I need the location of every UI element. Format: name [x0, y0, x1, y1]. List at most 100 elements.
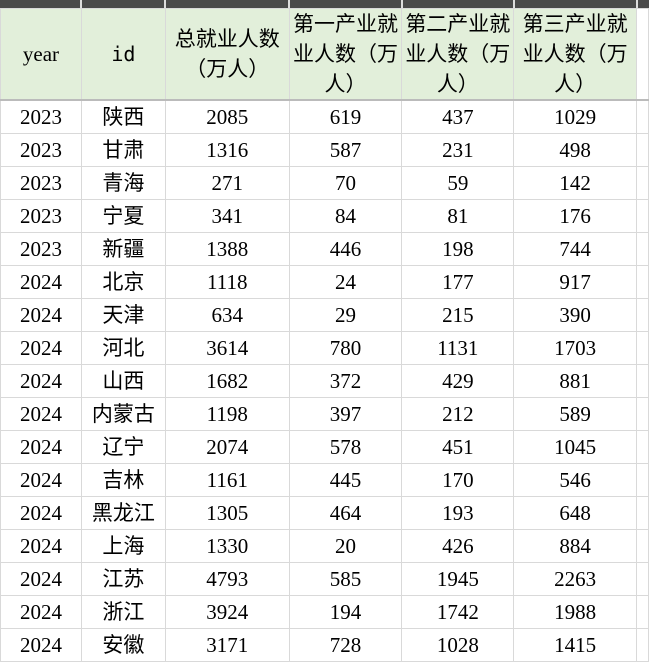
table-cell[interactable]: 372	[288, 364, 403, 398]
table-cell[interactable]: 2024	[0, 562, 82, 596]
table-cell[interactable]: 341	[164, 199, 290, 233]
table-cell[interactable]: 1703	[513, 331, 637, 365]
table-cell[interactable]: 578	[288, 430, 403, 464]
table-cell[interactable]: 24	[288, 265, 403, 299]
table-cell[interactable]: 231	[401, 133, 515, 167]
table-cell[interactable]: 1742	[401, 595, 515, 629]
header-cell[interactable]: id	[80, 8, 166, 101]
table-cell[interactable]: 142	[513, 166, 637, 200]
table-cell[interactable]: 2024	[0, 397, 82, 431]
table-cell[interactable]: 397	[288, 397, 403, 431]
empty-cell[interactable]	[635, 199, 649, 233]
table-cell[interactable]: 新疆	[80, 232, 166, 266]
table-cell[interactable]: 2024	[0, 595, 82, 629]
table-cell[interactable]: 1198	[164, 397, 290, 431]
table-cell[interactable]: 1131	[401, 331, 515, 365]
empty-cell[interactable]	[635, 430, 649, 464]
column-header-d[interactable]	[290, 0, 403, 8]
header-cell[interactable]: 第一产业就业人数（万人）	[288, 8, 403, 101]
table-cell[interactable]: 446	[288, 232, 403, 266]
table-cell[interactable]: 271	[164, 166, 290, 200]
table-cell[interactable]: 1415	[513, 628, 637, 662]
table-cell[interactable]: 70	[288, 166, 403, 200]
empty-cell[interactable]	[635, 595, 649, 629]
table-cell[interactable]: 浙江	[80, 595, 166, 629]
table-cell[interactable]: 917	[513, 265, 637, 299]
table-cell[interactable]: 198	[401, 232, 515, 266]
empty-cell[interactable]	[635, 364, 649, 398]
table-cell[interactable]: 2024	[0, 529, 82, 563]
table-cell[interactable]: 884	[513, 529, 637, 563]
table-cell[interactable]: 安徽	[80, 628, 166, 662]
table-cell[interactable]: 744	[513, 232, 637, 266]
table-cell[interactable]: 1029	[513, 99, 637, 134]
empty-cell[interactable]	[635, 8, 649, 101]
table-cell[interactable]: 81	[401, 199, 515, 233]
table-cell[interactable]: 2023	[0, 166, 82, 200]
table-cell[interactable]: 2024	[0, 364, 82, 398]
table-cell[interactable]: 3171	[164, 628, 290, 662]
table-cell[interactable]: 59	[401, 166, 515, 200]
table-cell[interactable]: 2074	[164, 430, 290, 464]
table-cell[interactable]: 390	[513, 298, 637, 332]
table-cell[interactable]: 587	[288, 133, 403, 167]
empty-cell[interactable]	[635, 166, 649, 200]
table-cell[interactable]: 177	[401, 265, 515, 299]
header-cell[interactable]: 第三产业就业人数（万人）	[513, 8, 637, 101]
table-cell[interactable]: 天津	[80, 298, 166, 332]
table-cell[interactable]: 1682	[164, 364, 290, 398]
table-cell[interactable]: 176	[513, 199, 637, 233]
table-cell[interactable]: 1988	[513, 595, 637, 629]
table-cell[interactable]: 2023	[0, 199, 82, 233]
table-cell[interactable]: 212	[401, 397, 515, 431]
empty-cell[interactable]	[635, 99, 649, 134]
table-cell[interactable]: 3614	[164, 331, 290, 365]
table-cell[interactable]: 2023	[0, 99, 82, 134]
header-cell[interactable]: 总就业人数（万人）	[164, 8, 290, 101]
table-cell[interactable]: 881	[513, 364, 637, 398]
table-cell[interactable]: 464	[288, 496, 403, 530]
table-cell[interactable]: 1161	[164, 463, 290, 497]
table-cell[interactable]: 1028	[401, 628, 515, 662]
empty-cell[interactable]	[635, 463, 649, 497]
table-cell[interactable]: 648	[513, 496, 637, 530]
table-cell[interactable]: 1330	[164, 529, 290, 563]
table-cell[interactable]: 1045	[513, 430, 637, 464]
table-cell[interactable]: 1305	[164, 496, 290, 530]
table-cell[interactable]: 780	[288, 331, 403, 365]
table-cell[interactable]: 2024	[0, 265, 82, 299]
table-cell[interactable]: 3924	[164, 595, 290, 629]
table-cell[interactable]: 193	[401, 496, 515, 530]
table-cell[interactable]: 上海	[80, 529, 166, 563]
table-cell[interactable]: 2024	[0, 430, 82, 464]
table-cell[interactable]: 北京	[80, 265, 166, 299]
table-cell[interactable]: 陕西	[80, 99, 166, 134]
table-cell[interactable]: 2024	[0, 496, 82, 530]
table-cell[interactable]: 215	[401, 298, 515, 332]
table-cell[interactable]: 1388	[164, 232, 290, 266]
table-cell[interactable]: 青海	[80, 166, 166, 200]
empty-cell[interactable]	[635, 562, 649, 596]
table-cell[interactable]: 1118	[164, 265, 290, 299]
header-cell[interactable]: 第二产业就业人数（万人）	[401, 8, 515, 101]
empty-cell[interactable]	[635, 232, 649, 266]
table-cell[interactable]: 585	[288, 562, 403, 596]
table-cell[interactable]: 426	[401, 529, 515, 563]
empty-cell[interactable]	[635, 496, 649, 530]
table-cell[interactable]: 甘肃	[80, 133, 166, 167]
table-cell[interactable]: 634	[164, 298, 290, 332]
table-cell[interactable]: 2024	[0, 331, 82, 365]
table-cell[interactable]: 20	[288, 529, 403, 563]
table-cell[interactable]: 2085	[164, 99, 290, 134]
empty-cell[interactable]	[635, 331, 649, 365]
table-cell[interactable]: 29	[288, 298, 403, 332]
table-cell[interactable]: 2023	[0, 232, 82, 266]
table-cell[interactable]: 2263	[513, 562, 637, 596]
table-cell[interactable]: 429	[401, 364, 515, 398]
table-cell[interactable]: 498	[513, 133, 637, 167]
empty-cell[interactable]	[635, 133, 649, 167]
table-cell[interactable]: 1945	[401, 562, 515, 596]
table-cell[interactable]: 2023	[0, 133, 82, 167]
empty-cell[interactable]	[635, 265, 649, 299]
table-cell[interactable]: 84	[288, 199, 403, 233]
